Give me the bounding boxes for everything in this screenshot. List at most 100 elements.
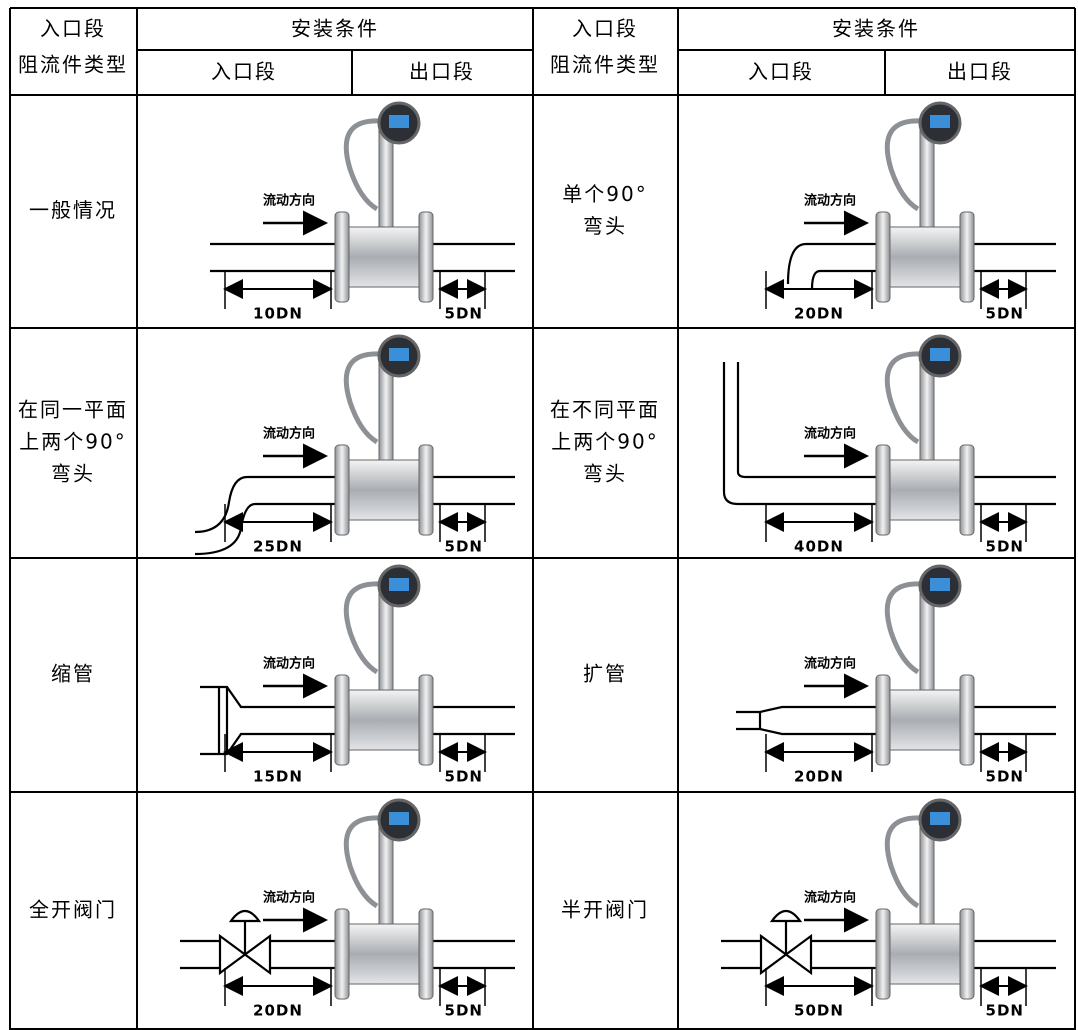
install-diagram: 流动方向 40DN 5DN bbox=[722, 334, 1056, 556]
header-type: 阻流件类型 bbox=[18, 53, 128, 77]
header-install: 安装条件 bbox=[291, 17, 379, 41]
pipe bbox=[736, 727, 876, 736]
flow-label: 流动方向 bbox=[263, 193, 315, 209]
flange bbox=[334, 444, 350, 536]
header-install: 安装条件 bbox=[832, 17, 920, 41]
header-inlet: 入口段 bbox=[211, 60, 277, 84]
dim-label: 5DN bbox=[445, 768, 483, 786]
pipe bbox=[810, 269, 876, 290]
flange bbox=[875, 908, 891, 1000]
flange bbox=[334, 211, 350, 303]
meter-display bbox=[389, 812, 409, 825]
flange bbox=[418, 674, 434, 766]
header-type: 入口段 bbox=[572, 17, 638, 41]
obstruction-type: 缩管 bbox=[51, 662, 95, 686]
flow-label: 流动方向 bbox=[263, 426, 315, 442]
dim-label: 25DN bbox=[253, 538, 303, 556]
flange bbox=[875, 211, 891, 303]
pipe bbox=[736, 705, 876, 714]
dim-label: 5DN bbox=[986, 768, 1024, 786]
obstruction-type: 弯头 bbox=[583, 214, 627, 238]
meter-body bbox=[887, 923, 963, 985]
install-diagram: 流动方向 20DN 5DN bbox=[736, 564, 1056, 786]
flange bbox=[418, 908, 434, 1000]
header-type: 阻流件类型 bbox=[550, 53, 660, 77]
flow-label: 流动方向 bbox=[804, 890, 856, 906]
pipe bbox=[769, 909, 803, 923]
dim-label: 5DN bbox=[986, 538, 1024, 556]
flange bbox=[875, 444, 891, 536]
dim-label: 5DN bbox=[445, 1002, 483, 1020]
dim-label: 40DN bbox=[794, 538, 844, 556]
meter-stem bbox=[378, 361, 394, 463]
obstruction-type: 弯头 bbox=[51, 462, 95, 486]
flow-label: 流动方向 bbox=[263, 890, 315, 906]
cable bbox=[884, 815, 922, 909]
obstruction-type: 上两个90° bbox=[19, 430, 126, 454]
dim-label: 5DN bbox=[986, 305, 1024, 323]
meter-display bbox=[930, 348, 950, 361]
cable bbox=[343, 351, 381, 445]
dim-label: 15DN bbox=[253, 768, 303, 786]
pipe bbox=[736, 362, 876, 479]
meter-stem bbox=[919, 361, 935, 463]
cable bbox=[884, 118, 922, 212]
dim-label: 20DN bbox=[794, 768, 844, 786]
meter-stem bbox=[378, 128, 394, 230]
cable bbox=[884, 351, 922, 445]
meter-display bbox=[930, 115, 950, 128]
install-diagram: 流动方向 20DN 5DN bbox=[764, 101, 1056, 323]
flange bbox=[418, 211, 434, 303]
obstruction-type: 在同一平面 bbox=[18, 398, 128, 422]
obstruction-type: 上两个90° bbox=[551, 430, 658, 454]
flange bbox=[959, 674, 975, 766]
pipe bbox=[759, 933, 813, 976]
flow-label: 流动方向 bbox=[263, 656, 315, 672]
meter-stem bbox=[378, 825, 394, 927]
flow-label: 流动方向 bbox=[804, 193, 856, 209]
flow-label: 流动方向 bbox=[804, 426, 856, 442]
meter-body bbox=[887, 226, 963, 288]
flange bbox=[418, 444, 434, 536]
meter-stem bbox=[378, 591, 394, 693]
cable bbox=[343, 581, 381, 675]
header-outlet: 出口段 bbox=[409, 60, 475, 84]
dim-label: 5DN bbox=[445, 538, 483, 556]
flange bbox=[875, 674, 891, 766]
header: 入口段 阻流件类型 安装条件 入口段 出口段 入口段 阻流件类型 安装条件 入口… bbox=[18, 17, 1013, 84]
pipe bbox=[200, 685, 335, 709]
grid bbox=[9, 7, 1076, 1030]
meter-display bbox=[930, 812, 950, 825]
dim-label: 50DN bbox=[794, 1002, 844, 1020]
meter-body bbox=[346, 226, 422, 288]
flange bbox=[334, 674, 350, 766]
install-diagram: 流动方向 20DN 5DN bbox=[180, 798, 515, 1020]
meter-display bbox=[930, 578, 950, 591]
pipe bbox=[722, 362, 876, 506]
pipe bbox=[228, 909, 262, 923]
meter-stem bbox=[919, 128, 935, 230]
cable bbox=[343, 118, 381, 212]
obstruction-type: 弯头 bbox=[583, 462, 627, 486]
install-diagram: 流动方向 25DN 5DN bbox=[194, 334, 515, 556]
meter-display bbox=[389, 115, 409, 128]
header-type: 入口段 bbox=[40, 17, 106, 41]
obstruction-type: 在不同平面 bbox=[550, 398, 660, 422]
pipe bbox=[786, 242, 876, 285]
dim-label: 20DN bbox=[253, 1002, 303, 1020]
cable bbox=[343, 815, 381, 909]
meter-body bbox=[887, 459, 963, 521]
install-diagram: 流动方向 15DN 5DN bbox=[200, 564, 515, 786]
dim-label: 5DN bbox=[986, 1002, 1024, 1020]
obstruction-type: 半开阀门 bbox=[561, 898, 649, 922]
header-outlet: 出口段 bbox=[947, 60, 1013, 84]
header-inlet: 入口段 bbox=[748, 60, 814, 84]
meter-display bbox=[389, 348, 409, 361]
meter-body bbox=[346, 459, 422, 521]
dim-label: 10DN bbox=[253, 305, 303, 323]
pipe bbox=[218, 933, 272, 976]
install-diagram: 流动方向 50DN 5DN bbox=[721, 798, 1056, 1020]
cable bbox=[884, 581, 922, 675]
flange bbox=[334, 908, 350, 1000]
meter-stem bbox=[919, 825, 935, 927]
